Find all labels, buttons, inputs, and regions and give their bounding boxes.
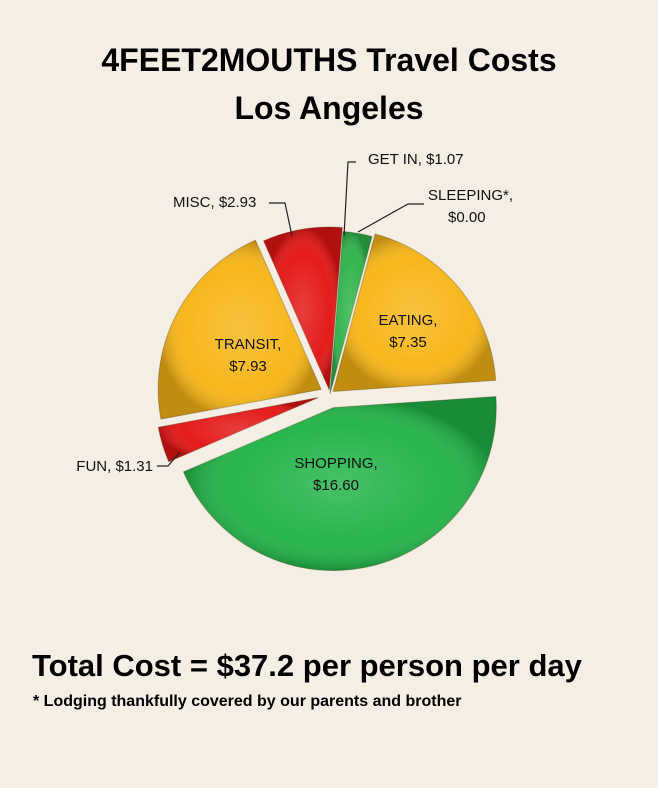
leader-line-fun: [157, 451, 181, 467]
slice-labels: GET IN, $1.07 SLEEPING*, $0.00 EATING, $7.35…: [76, 151, 513, 494]
slice-label-line2: $7.35: [389, 334, 427, 351]
slice-label-line1: SHOPPING,: [294, 455, 377, 472]
slice-label-line1: SLEEPING*,: [428, 187, 513, 204]
leader-line-sleeping: [357, 203, 424, 233]
slice-label-line2: $16.60: [313, 477, 359, 494]
pie-slice-shading-eating: [333, 233, 496, 392]
slice-label-line1: EATING,: [379, 312, 438, 329]
lodging-footnote: * Lodging thankfully covered by our pare…: [33, 693, 462, 710]
slice-label-transit: TRANSIT, $7.93: [215, 336, 282, 375]
pie-slice-shading-shopping: [183, 396, 497, 571]
slice-label-misc: MISC, $2.93: [173, 194, 256, 211]
slice-label-fun: FUN, $1.31: [76, 458, 153, 475]
leader-lines: [157, 161, 424, 467]
slice-label-line2: $0.00: [448, 209, 486, 226]
pie-slice-shading-transit: [158, 240, 322, 420]
slice-label-eating: EATING, $7.35: [379, 312, 438, 351]
slice-label-line1: FUN, $1.31: [76, 458, 153, 475]
leader-line-misc: [269, 202, 293, 237]
total-cost-text: Total Cost = $37.2 per person per day: [32, 648, 582, 683]
slice-label-get-in: GET IN, $1.07: [368, 151, 464, 168]
pie-slice-shading-misc: [263, 227, 343, 391]
slice-label-sleeping: SLEEPING*, $0.00: [428, 187, 513, 226]
slice-label-line1: MISC, $2.93: [173, 194, 256, 211]
slice-label-line1: TRANSIT,: [215, 336, 282, 353]
slice-label-line2: $7.93: [229, 358, 267, 375]
pie-slices: [157, 226, 497, 572]
chart-subtitle: Los Angeles: [234, 90, 424, 126]
pie-slice-shading-get-in: [330, 231, 373, 394]
slice-label-line1: GET IN, $1.07: [368, 151, 464, 168]
pie-slice-shading-fun: [158, 397, 319, 462]
leader-line-get-in: [343, 161, 356, 237]
chart-title: 4FEET2MOUTHS Travel Costs: [101, 42, 557, 78]
slice-label-shopping: SHOPPING, $16.60: [294, 455, 377, 494]
